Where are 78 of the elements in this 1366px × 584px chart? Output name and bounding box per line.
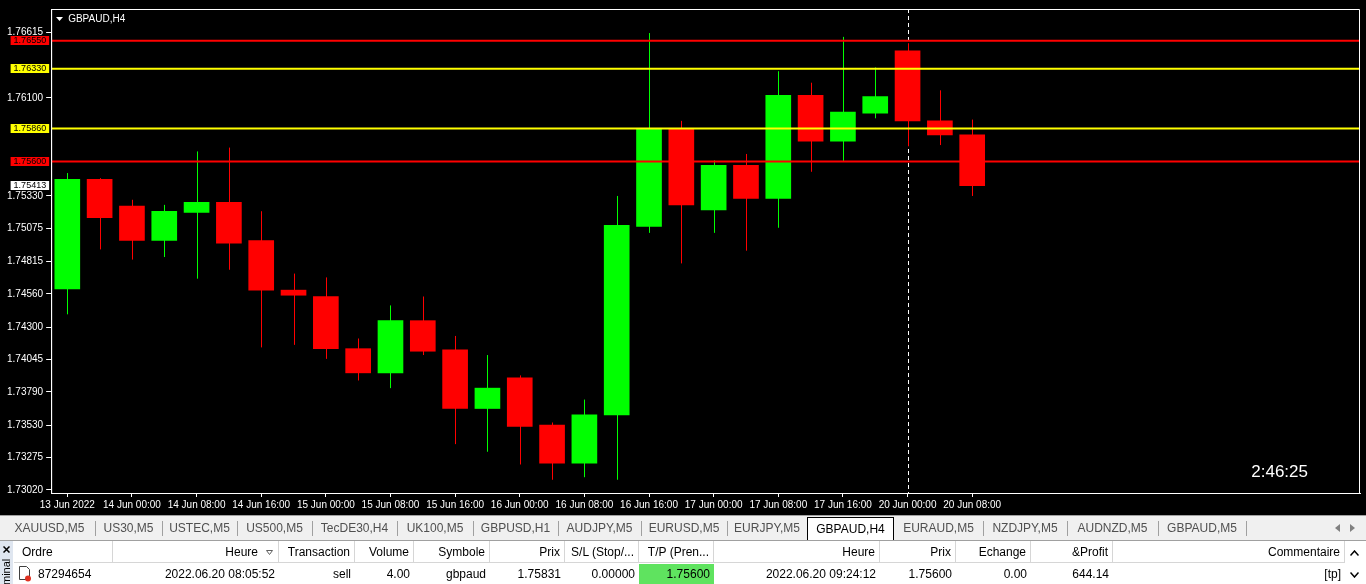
- x-tick-label: 14 Jun 08:00: [167, 498, 226, 510]
- x-tick-label: 16 Jun 08:00: [555, 498, 614, 510]
- candlestick: [280, 273, 307, 346]
- text: US500,M5: [245, 520, 304, 537]
- y-tick-label: 1.74815: [6, 255, 44, 267]
- y-tick-label: 1.73020: [6, 483, 44, 495]
- text: Heure: [113, 541, 279, 563]
- y-tick-label: 1.73530: [6, 418, 44, 430]
- text: &Profit: [1031, 541, 1113, 563]
- text: Volume: [355, 541, 414, 563]
- x-tick-label: 14 Jun 00:00: [103, 498, 162, 510]
- x-tick-label: 17 Jun 00:00: [684, 498, 743, 510]
- text: TecDE30,H4: [319, 520, 390, 537]
- text: Ordre: [14, 541, 113, 563]
- text: 2022.06.20 09:24:12: [764, 566, 877, 583]
- text: 2:46:25: [1251, 462, 1308, 482]
- text: minal: [0, 558, 12, 584]
- text: 1.75831: [516, 566, 562, 583]
- text: XAUUSD,M5: [13, 520, 86, 537]
- text: [tp]: [1323, 566, 1342, 583]
- ref-line-label: 1.76330: [13, 63, 47, 74]
- text: sell: [332, 566, 352, 583]
- text: EURJPY,M5: [733, 520, 801, 537]
- y-tick-label: 1.73790: [6, 385, 44, 397]
- text: 2022.06.20 08:05:52: [163, 566, 276, 583]
- text: GBPAUD,M5: [1166, 520, 1238, 537]
- text: EURUSD,M5: [647, 520, 721, 537]
- ref-line-label: 1.75600: [13, 156, 47, 167]
- text: GBPAUD,H4: [807, 517, 894, 541]
- text: USTEC,M5: [168, 520, 231, 537]
- x-tick-label: 17 Jun 08:00: [749, 498, 808, 510]
- ref-line-label: 1.75860: [13, 123, 47, 134]
- text: 644.14: [1071, 566, 1110, 583]
- x-tick-label: 17 Jun 16:00: [814, 498, 873, 510]
- y-tick-label: 1.74045: [6, 353, 44, 365]
- text: gbpaud: [444, 566, 487, 583]
- text: S/L (Stop/...: [565, 541, 639, 563]
- x-tick-label: 14 Jun 16:00: [232, 498, 291, 510]
- text: Prix: [490, 541, 565, 563]
- y-tick-label: 1.73275: [6, 451, 44, 463]
- text: Heure: [714, 541, 880, 563]
- x-tick-label: 15 Jun 08:00: [361, 498, 420, 510]
- x-tick-label: 16 Jun 16:00: [620, 498, 679, 510]
- text: Echange: [956, 541, 1031, 563]
- text: 1.75600: [907, 566, 953, 583]
- y-tick-label: 1.75330: [6, 189, 44, 201]
- y-tick-label: 1.75075: [6, 222, 44, 234]
- text: Prix: [880, 541, 956, 563]
- y-tick-label: 1.76615: [6, 26, 44, 38]
- text: 1.75413: [13, 180, 47, 191]
- text: Transaction: [279, 541, 355, 563]
- text: US30,M5: [102, 520, 155, 537]
- text: GBPUSD,H1: [479, 520, 552, 537]
- x-tick-label: 15 Jun 00:00: [296, 498, 356, 510]
- text: 87294654: [37, 566, 93, 583]
- text: Commentaire: [1113, 541, 1345, 563]
- text: 0.00000: [590, 566, 636, 583]
- y-tick-label: 1.74300: [6, 320, 44, 332]
- x-tick-label: 13 Jun 2022: [39, 498, 96, 510]
- text: AUDNZD,M5: [1076, 520, 1149, 537]
- candlestick: [183, 150, 210, 280]
- text: NZDJPY,M5: [991, 520, 1059, 537]
- text: UK100,M5: [405, 520, 465, 537]
- x-tick-label: 20 Jun 08:00: [943, 498, 1002, 510]
- text: 0.00: [1002, 566, 1028, 583]
- x-tick-label: 15 Jun 16:00: [426, 498, 485, 510]
- text: 1.75600: [639, 564, 714, 584]
- text: T/P (Pren...: [639, 541, 714, 563]
- ref-line-label: 1.76550: [13, 35, 47, 46]
- chart-title: GBPAUD,H4: [68, 13, 126, 24]
- text: EURAUD,M5: [902, 520, 975, 537]
- x-tick-label: 20 Jun 00:00: [878, 498, 937, 510]
- y-tick-label: 1.74560: [6, 287, 44, 299]
- x-tick-label: 16 Jun 00:00: [490, 498, 550, 510]
- text: AUDJPY,M5: [565, 520, 634, 537]
- y-tick-label: 1.76100: [6, 91, 44, 103]
- text: 4.00: [385, 566, 411, 583]
- text: Symbole: [414, 541, 490, 563]
